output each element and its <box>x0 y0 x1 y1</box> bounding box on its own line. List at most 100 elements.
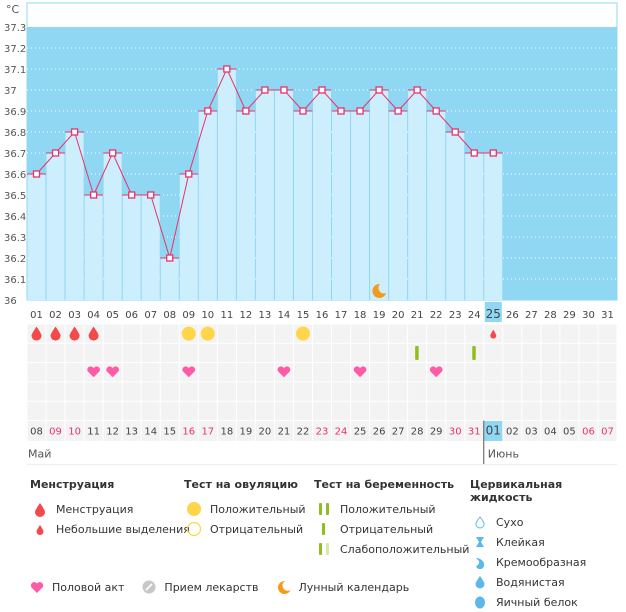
temperature-bar <box>65 132 84 300</box>
event-cell <box>389 324 408 343</box>
cycle-day-label: 28 <box>544 310 557 321</box>
event-cell <box>427 382 446 401</box>
event-cell <box>293 401 312 420</box>
y-tick-label: 36.3 <box>4 233 26 244</box>
legend-label: Положительный <box>340 502 436 516</box>
calendar-date-label: 28 <box>411 427 424 438</box>
event-cell <box>274 343 293 363</box>
calendar-date-label: 18 <box>220 427 233 438</box>
creamy-drop-icon <box>470 555 490 569</box>
temperature-point <box>70 128 79 136</box>
hourglass-icon <box>470 535 490 549</box>
temperature-bar <box>84 195 103 300</box>
calendar-date-label: 20 <box>259 427 272 438</box>
event-cell <box>198 401 217 420</box>
cycle-day-label: 15 <box>297 310 310 321</box>
y-tick-label: 36.8 <box>4 128 26 139</box>
event-cell <box>446 324 465 343</box>
event-cell <box>503 382 522 401</box>
calendar-date-label: 07 <box>601 427 614 438</box>
event-cell <box>103 324 122 343</box>
event-cell <box>579 401 598 420</box>
small-drop-icon <box>30 523 50 535</box>
event-cell <box>484 343 503 363</box>
temperature-point <box>280 86 288 94</box>
event-cell <box>560 401 579 420</box>
event-cell <box>236 401 255 420</box>
event-cell <box>427 343 446 363</box>
calendar-date-label: 24 <box>335 427 348 438</box>
event-cell <box>560 343 579 363</box>
cycle-day-label: 05 <box>106 310 119 321</box>
filled-circle-icon <box>184 501 204 517</box>
cycle-day-label: 17 <box>335 310 348 321</box>
event-cell <box>160 382 179 401</box>
water-drop-icon <box>470 575 490 589</box>
legend-label: Отрицательный <box>340 522 434 536</box>
event-cell <box>84 401 103 420</box>
legend-other: Половой акт Прием лекарств Лунный календ… <box>30 580 427 594</box>
temperature-point <box>89 191 98 199</box>
event-cell <box>312 324 332 343</box>
legend-label: Водянистая <box>496 575 565 589</box>
date-cell <box>560 421 579 441</box>
cycle-day-label: 27 <box>525 310 538 321</box>
event-cell <box>255 324 274 343</box>
temperature-point <box>489 149 497 157</box>
event-cell <box>389 401 408 420</box>
cycle-day-label: 14 <box>278 310 291 321</box>
calendar-date-label: 09 <box>49 427 62 438</box>
blood-drop-icon <box>30 502 50 517</box>
legend-item-watery: Водянистая <box>470 572 626 592</box>
legend-label: Слабоположительный <box>340 542 470 556</box>
date-cell <box>427 421 446 441</box>
event-cell <box>541 401 560 420</box>
event-cell <box>598 401 617 420</box>
event-cell <box>122 343 141 363</box>
event-cell <box>465 382 484 401</box>
legend-item-intercourse: Половой акт <box>30 581 124 594</box>
event-cell <box>293 382 312 401</box>
event-cell <box>122 324 141 343</box>
y-tick-label: 36.5 <box>4 191 26 202</box>
calendar-date-label: 01 <box>486 424 501 438</box>
event-cell <box>46 343 65 363</box>
cycle-day-label: 29 <box>563 310 576 321</box>
legend-item-dry: Сухо <box>470 512 626 532</box>
cycle-day-label: 18 <box>354 310 367 321</box>
legend-item-moon: Лунный календарь <box>277 580 409 594</box>
event-cell <box>312 401 332 420</box>
event-cell <box>370 343 389 363</box>
cycle-day-label: 02 <box>49 310 62 321</box>
temperature-bar <box>484 153 503 300</box>
faint-double-bar-icon <box>314 542 334 556</box>
event-cell <box>446 343 465 363</box>
event-cell <box>198 343 217 363</box>
event-cell <box>160 401 179 420</box>
calendar-date-label: 25 <box>354 427 367 438</box>
event-cell <box>332 343 351 363</box>
date-cell <box>351 421 370 441</box>
event-cell <box>332 324 351 343</box>
calendar-date-label: 30 <box>449 427 462 438</box>
event-cell <box>351 401 370 420</box>
cycle-day-label: 12 <box>240 310 253 321</box>
cycle-day-label: 03 <box>68 310 81 321</box>
pregnancy-negative-icon <box>472 345 476 360</box>
today-highlight <box>484 421 503 441</box>
legend-cervical: Цервикальная жидкость Сухо Клейкая Кремо… <box>470 478 626 612</box>
event-cell <box>103 401 122 420</box>
event-cell <box>103 343 122 363</box>
event-cell <box>312 382 332 401</box>
event-cell <box>293 343 312 363</box>
event-cell <box>351 324 370 343</box>
temperature-point <box>375 86 383 94</box>
event-cell <box>179 401 198 420</box>
event-cell <box>503 343 522 363</box>
calendar-date-label: 16 <box>182 427 195 438</box>
date-cell <box>65 421 84 441</box>
legend-label: Положительный <box>210 502 306 516</box>
event-cell <box>370 401 389 420</box>
ovulation-positive-icon <box>200 326 215 341</box>
calendar-date-label: 02 <box>506 427 519 438</box>
